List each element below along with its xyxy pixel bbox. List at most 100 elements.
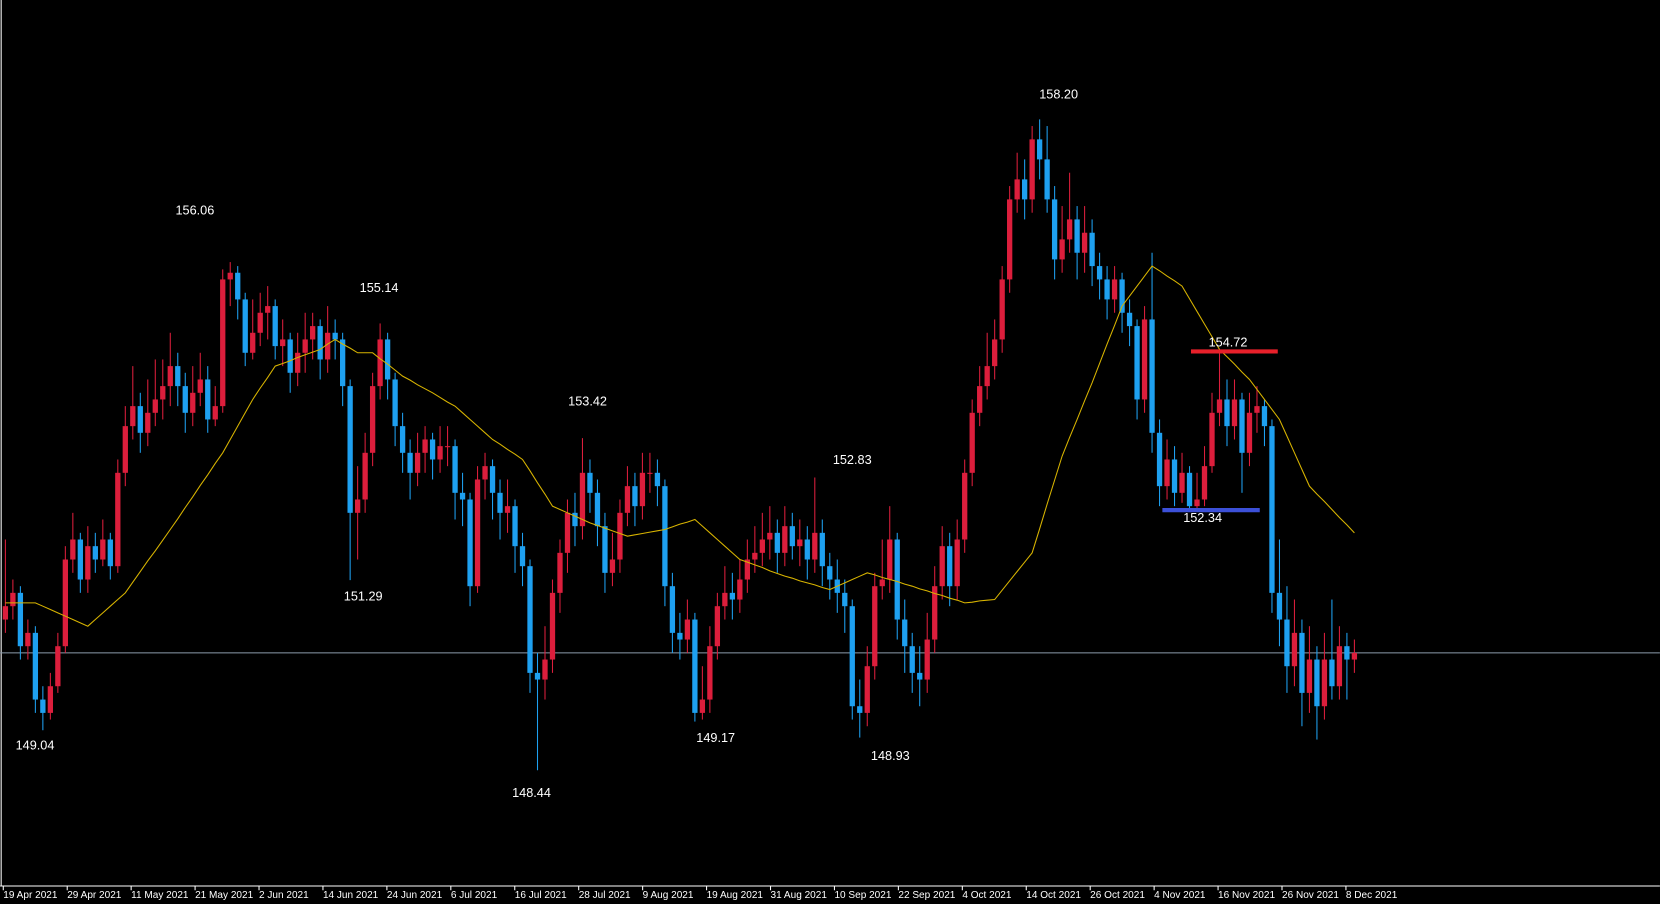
date-label: 28 Jul 2021 [579, 890, 631, 901]
candle [459, 472, 466, 527]
candle-body [579, 472, 586, 527]
candle-body [332, 332, 338, 340]
candle-body [414, 452, 421, 473]
candle-body [32, 632, 39, 700]
candle [489, 459, 496, 520]
candle [594, 479, 601, 547]
candle [609, 532, 616, 587]
candle [1126, 299, 1133, 347]
candle [302, 312, 308, 373]
candle-body [250, 332, 256, 353]
candle [1156, 419, 1163, 507]
candle [932, 566, 938, 653]
date-label: 4 Nov 2021 [1154, 890, 1206, 901]
candle [894, 532, 900, 640]
candle [474, 466, 481, 593]
candle-body [1074, 219, 1080, 253]
candle [497, 479, 503, 540]
date-label: 14 Oct 2021 [1026, 890, 1081, 901]
candle [774, 519, 780, 573]
candle-body [220, 279, 226, 407]
candle [729, 572, 736, 620]
candle [1104, 266, 1110, 320]
candle [362, 432, 368, 513]
candle [444, 426, 451, 467]
candle [797, 519, 803, 567]
candle-body [1246, 412, 1253, 453]
candle [122, 406, 128, 487]
candle-body [1171, 459, 1178, 493]
candle-body [77, 539, 83, 580]
candle-body [647, 472, 653, 474]
candle-body [1336, 646, 1343, 687]
candle-body [504, 506, 511, 513]
candle [1291, 599, 1298, 687]
candle [152, 359, 158, 427]
swing-label: 155.14 [360, 281, 399, 295]
date-label: 26 Nov 2021 [1282, 890, 1339, 901]
candle [827, 552, 833, 600]
candle-body [632, 486, 638, 507]
candle [414, 432, 421, 487]
candle [325, 306, 331, 373]
candle [939, 526, 945, 600]
candle [1007, 186, 1013, 293]
candle-body [707, 646, 713, 700]
candle-body [887, 539, 893, 580]
candle-body [729, 592, 736, 600]
candle [347, 379, 353, 581]
candle-body [422, 439, 428, 453]
candle-body [489, 466, 496, 493]
candle-body [482, 466, 488, 480]
candle [1321, 632, 1328, 720]
date-label: 31 Aug 2021 [771, 890, 828, 901]
swing-label: 153.42 [568, 395, 607, 409]
candle [887, 506, 893, 593]
candle-body [512, 506, 518, 547]
candle [482, 452, 488, 500]
candle-body [557, 552, 563, 593]
candle-body [295, 352, 301, 373]
candle-body [392, 379, 398, 427]
candle [399, 412, 406, 473]
candle [40, 686, 46, 731]
candle-body [714, 606, 721, 647]
candle [804, 526, 810, 580]
candle [842, 579, 848, 633]
swing-label: 148.44 [512, 786, 551, 800]
candle [1111, 266, 1118, 313]
moving-average-line [5, 265, 1355, 627]
candle-body [1186, 472, 1193, 507]
candle [684, 599, 691, 653]
candle [70, 512, 76, 573]
candle [250, 299, 256, 360]
candle [1231, 379, 1238, 440]
candle [130, 366, 136, 440]
candle [392, 372, 398, 447]
candle [212, 386, 218, 427]
candle-body [849, 606, 855, 707]
candle-body [752, 552, 758, 560]
candle [452, 439, 458, 520]
candle [962, 459, 968, 553]
candle [10, 579, 16, 620]
candle [879, 539, 885, 600]
candle [1044, 126, 1050, 213]
candle-body [347, 386, 353, 513]
candle [977, 366, 983, 427]
candle-body [1044, 159, 1050, 200]
candle [1119, 272, 1125, 333]
candle [257, 292, 263, 347]
candle-body [2, 606, 9, 620]
candle-body [797, 539, 803, 547]
candle [1239, 392, 1245, 493]
candle [55, 632, 61, 693]
candle [519, 532, 526, 587]
candle [1051, 186, 1058, 280]
candle-body [857, 706, 863, 713]
candle-body [287, 339, 293, 373]
candle [1066, 172, 1073, 253]
candle-body [684, 619, 691, 640]
candle [1179, 452, 1185, 503]
